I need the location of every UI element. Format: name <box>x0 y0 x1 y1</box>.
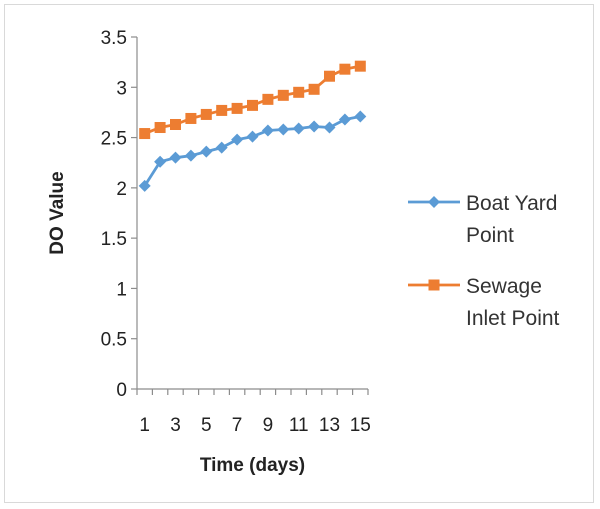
y-tick-label: 1 <box>116 279 127 300</box>
data-point <box>277 89 289 101</box>
data-point <box>324 70 335 82</box>
x-tick-label: 7 <box>232 415 243 436</box>
x-tick-label: 3 <box>170 415 181 436</box>
y-tick-label: 0 <box>116 380 127 401</box>
x-tick-label: 15 <box>350 415 371 436</box>
data-point <box>169 151 182 164</box>
x-tick-label: 5 <box>201 415 212 436</box>
data-point <box>185 112 197 124</box>
y-tick-label: 1.5 <box>101 229 127 250</box>
data-point <box>323 121 336 134</box>
data-point <box>154 155 167 168</box>
y-tick-label: 2 <box>116 179 127 200</box>
legend: Boat Yard Point Sewage Inlet Point <box>408 192 560 330</box>
legend-label: Point <box>466 224 514 247</box>
y-tick-label: 0.5 <box>101 330 127 351</box>
data-point <box>138 179 151 192</box>
y-axis-title: DO Value <box>47 171 68 254</box>
y-tick-label: 3 <box>116 78 127 99</box>
legend-item: Boat Yard Point <box>408 192 557 247</box>
data-point <box>246 130 259 143</box>
data-point <box>200 108 212 120</box>
x-axis: 1 3 5 7 9 11 13 15 <box>136 388 371 436</box>
data-point <box>139 128 151 140</box>
legend-label: Boat Yard <box>466 192 557 215</box>
data-point <box>154 122 166 134</box>
data-point <box>184 149 197 162</box>
legend-swatch-marker <box>428 196 440 208</box>
plot-area <box>138 60 367 192</box>
x-axis-title: Time (days) <box>200 455 305 476</box>
data-point <box>231 102 243 114</box>
x-tick-label: 11 <box>289 415 309 436</box>
data-point <box>216 104 228 116</box>
data-point <box>170 118 181 130</box>
series-2 <box>139 60 366 140</box>
data-point <box>354 110 367 123</box>
data-point <box>293 86 305 98</box>
data-point <box>292 122 305 135</box>
legend-label: Sewage <box>466 275 542 298</box>
data-point <box>261 124 274 137</box>
data-point <box>308 83 320 95</box>
x-tick-label: 1 <box>139 415 150 436</box>
data-point <box>338 113 351 126</box>
legend-item: Sewage Inlet Point <box>408 275 560 330</box>
data-point <box>200 145 213 158</box>
y-tick-label: 2.5 <box>101 129 127 150</box>
data-point <box>262 93 274 105</box>
data-point <box>339 63 351 75</box>
series-1 <box>138 110 367 192</box>
data-point <box>215 141 228 154</box>
data-point <box>308 120 321 133</box>
legend-label: Inlet Point <box>466 307 560 330</box>
x-tick-label: 9 <box>263 415 274 436</box>
data-point <box>231 133 244 146</box>
y-tick-label: 3.5 <box>101 28 127 49</box>
data-point <box>247 99 258 111</box>
legend-swatch-marker <box>428 279 440 291</box>
data-point <box>354 60 366 72</box>
y-axis: 0 0.5 1 1.5 2 2.5 3 3.5 <box>101 28 138 401</box>
x-tick-label: 13 <box>319 415 340 436</box>
data-point <box>277 123 290 136</box>
